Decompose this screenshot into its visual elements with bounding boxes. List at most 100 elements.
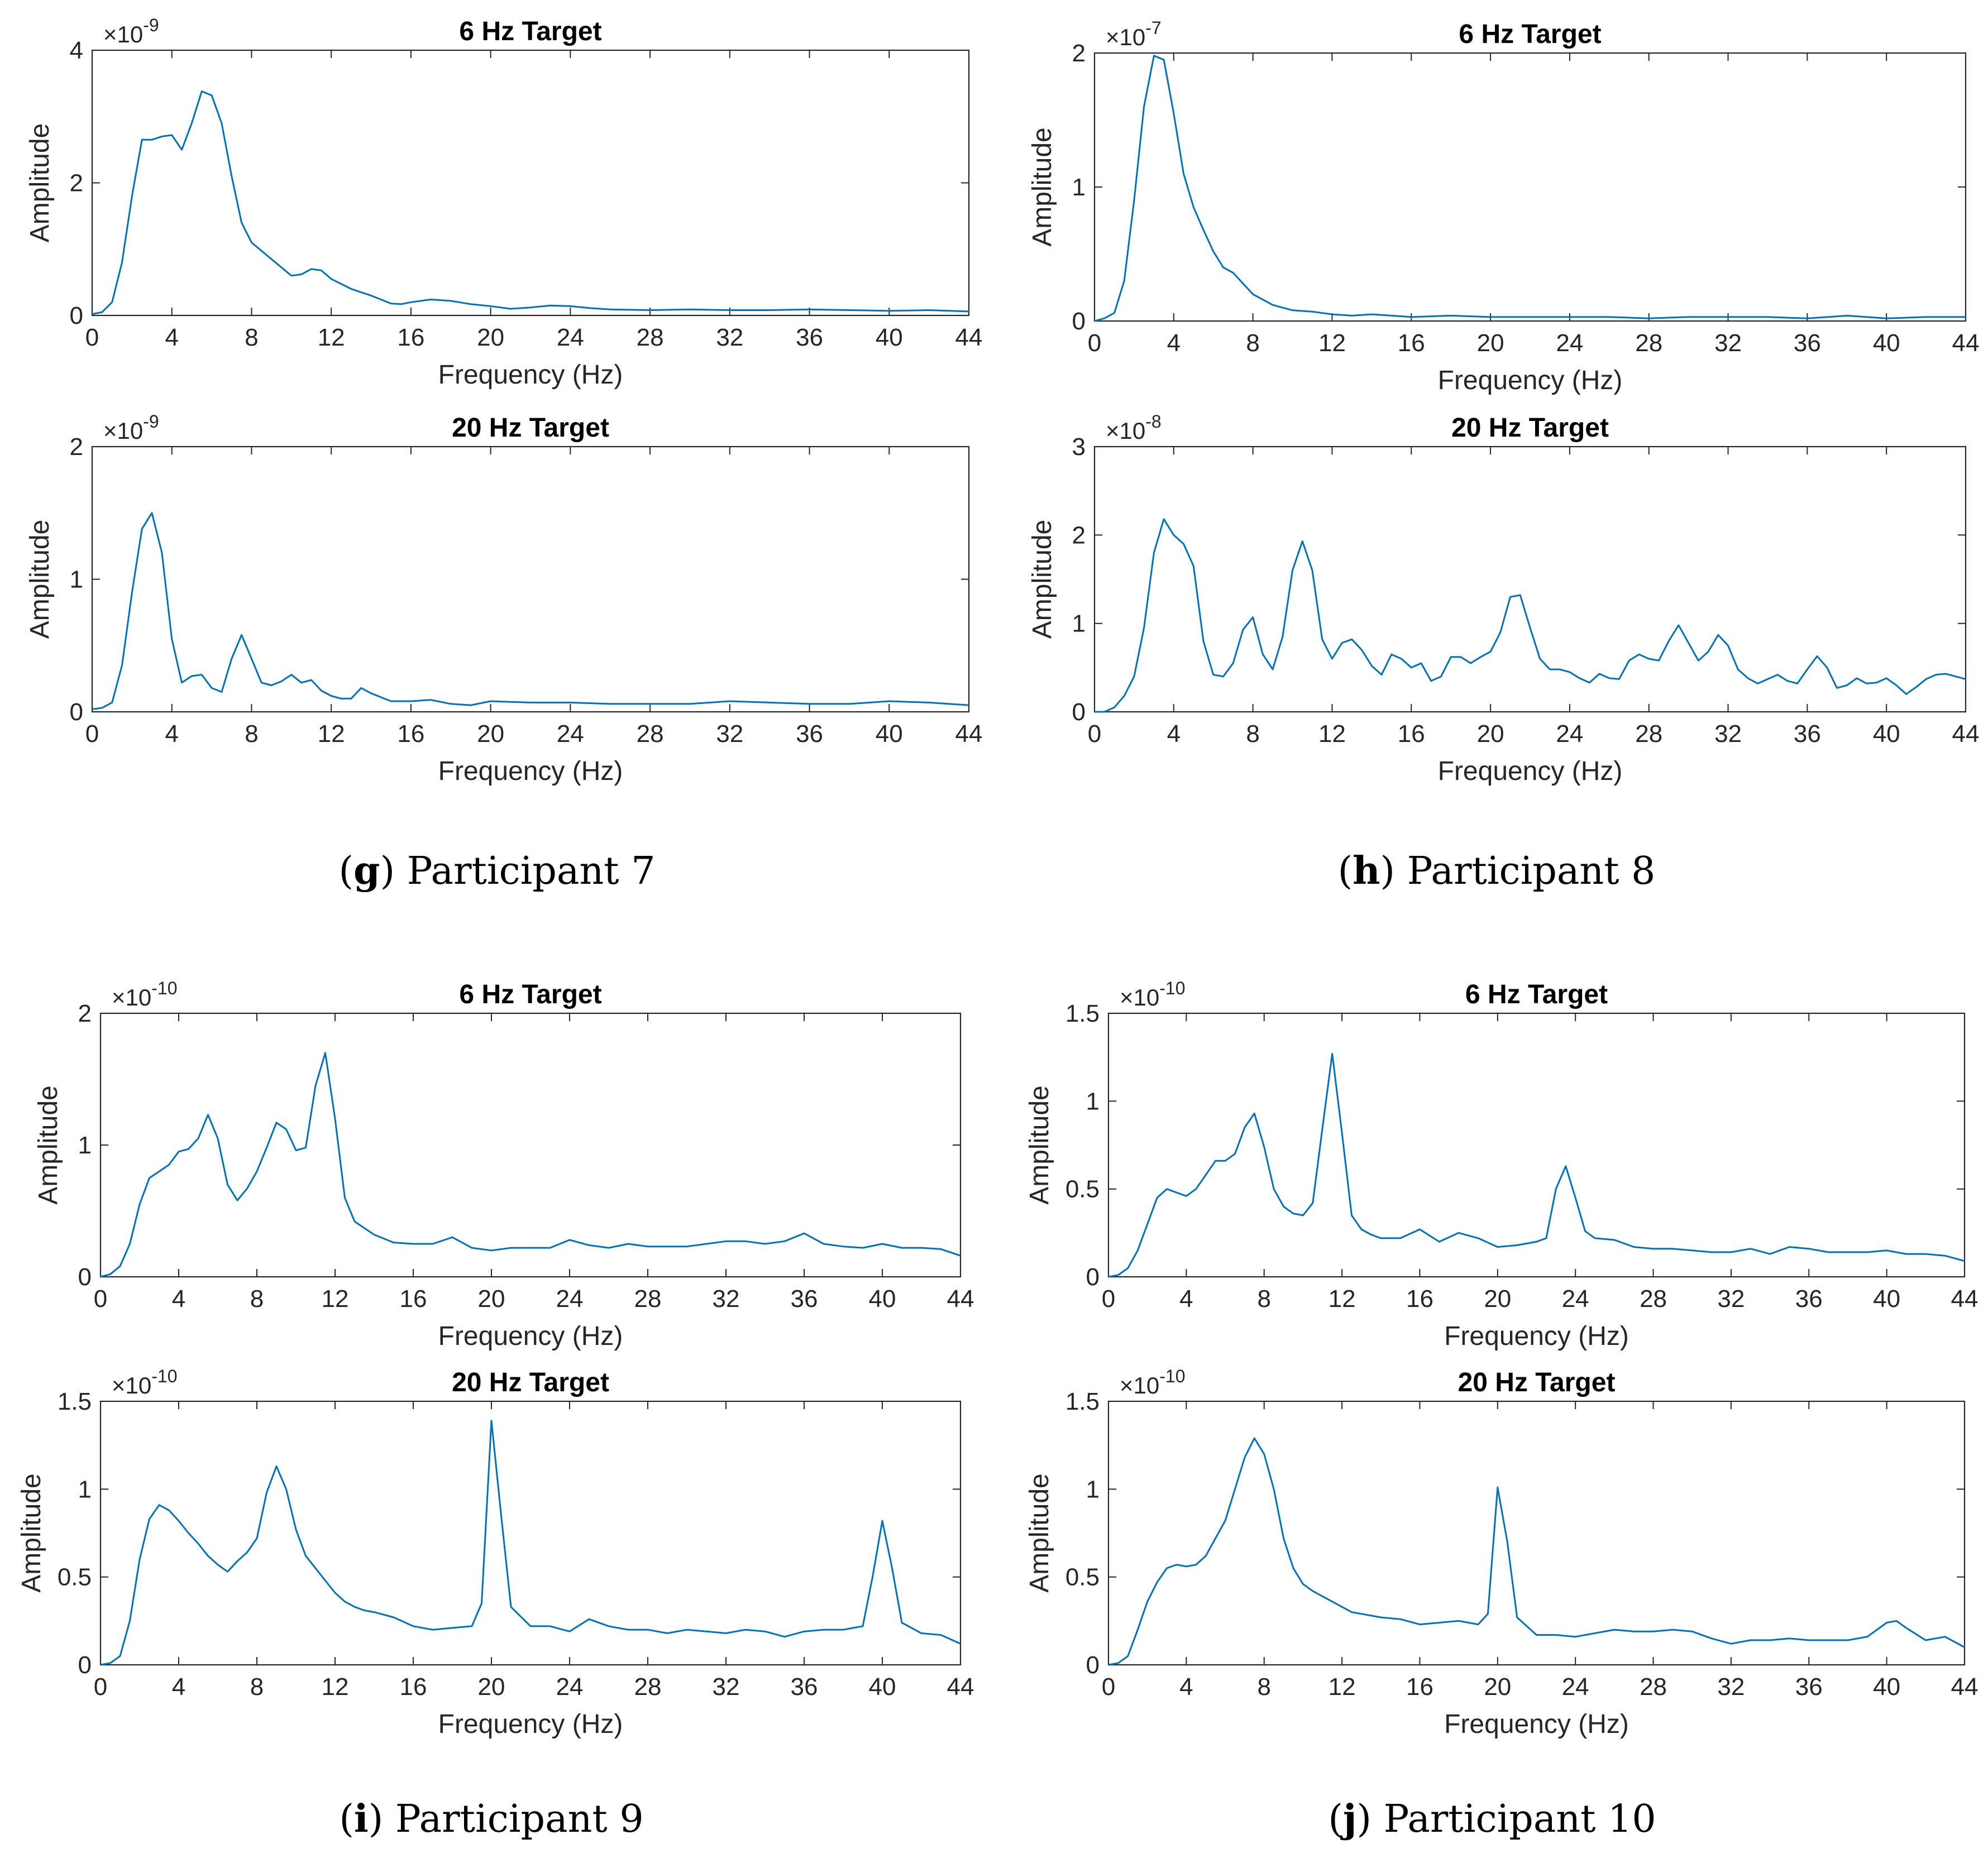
x-tick-label: 16 [400, 1673, 427, 1701]
x-tick-label: 36 [1794, 720, 1821, 748]
y-tick-label: 2 [70, 433, 83, 461]
caption-h: (h) Participant 8 [1337, 849, 1656, 893]
caption-i-label: i [353, 1797, 369, 1841]
x-tick-label: 36 [796, 720, 823, 748]
caption-g-label: g [353, 849, 380, 893]
exponent-base: ×10 [103, 418, 143, 444]
x-axis-label: Frequency (Hz) [438, 360, 623, 390]
x-tick-label: 36 [1795, 1673, 1823, 1701]
x-tick-label: 32 [713, 1285, 740, 1313]
exponent-label: ×10-10 [1120, 978, 1186, 1011]
y-tick-label: 3 [1072, 433, 1086, 461]
x-tick-label: 12 [1328, 1673, 1356, 1701]
series-line-spectrum [92, 512, 969, 710]
x-tick-label: 4 [1167, 329, 1181, 357]
y-tick-label: 1 [78, 1476, 92, 1503]
x-tick-label: 0 [85, 324, 99, 351]
caption-j-label: j [1342, 1797, 1357, 1841]
y-axis-label: Amplitude [1025, 1085, 1054, 1204]
chart-title: 6 Hz Target [459, 980, 601, 1009]
x-tick-label: 24 [557, 324, 584, 351]
x-tick-label: 40 [869, 1285, 896, 1313]
axes-box [1093, 52, 1967, 322]
x-tick-label: 24 [1556, 720, 1583, 748]
x-tick-label: 24 [557, 720, 584, 748]
axes-box [91, 446, 970, 713]
y-tick-label: 2 [1072, 40, 1086, 67]
series-line-spectrum [1108, 1052, 1965, 1278]
y-axis-label: Amplitude [1028, 520, 1057, 639]
x-tick-label: 44 [1952, 329, 1980, 357]
x-tick-label: 8 [1246, 720, 1259, 748]
axes-box [91, 49, 970, 317]
series-line-spectrum [100, 1052, 961, 1278]
x-tick-label: 28 [1635, 329, 1662, 357]
x-tick-label: 0 [85, 720, 99, 748]
exponent-base: ×10 [1120, 984, 1159, 1011]
exponent-label: ×10-9 [103, 15, 159, 47]
axes-box [99, 1400, 962, 1666]
exponent-power: -10 [151, 978, 177, 998]
x-tick-label: 8 [250, 1673, 264, 1701]
x-tick-label: 24 [556, 1673, 584, 1701]
exponent-label: ×10-8 [1106, 411, 1162, 444]
x-tick-label: 0 [1102, 1285, 1115, 1313]
y-tick-label: 0 [70, 698, 83, 726]
chart-title: 6 Hz Target [459, 17, 601, 46]
x-axis-label: Frequency (Hz) [438, 1709, 623, 1739]
y-tick-label: 1.5 [1065, 1000, 1100, 1027]
caption-h-text: Participant 8 [1407, 849, 1656, 893]
x-tick-label: 32 [1714, 720, 1742, 748]
x-tick-label: 24 [556, 1285, 584, 1313]
x-tick-label: 32 [716, 720, 743, 748]
chart-title: 6 Hz Target [1459, 20, 1601, 49]
series-line-spectrum [1095, 518, 1966, 713]
x-tick-label: 44 [1951, 1285, 1979, 1313]
x-axis-label: Frequency (Hz) [1444, 1709, 1629, 1739]
x-tick-label: 12 [1318, 720, 1346, 748]
y-tick-label: 0.5 [1065, 1564, 1100, 1591]
caption-g: (g) Participant 7 [338, 849, 656, 893]
x-tick-label: 20 [478, 1285, 505, 1313]
x-tick-label: 44 [947, 1285, 974, 1313]
x-tick-label: 4 [1179, 1673, 1193, 1701]
x-tick-label: 36 [1795, 1285, 1823, 1313]
y-tick-label: 2 [70, 170, 83, 197]
axes-box [1107, 1400, 1966, 1666]
x-tick-label: 12 [318, 324, 345, 351]
chart-title: 20 Hz Target [1451, 413, 1609, 443]
x-tick-label: 20 [478, 1673, 505, 1701]
y-tick-label: 0 [78, 1651, 92, 1679]
x-tick-label: 16 [397, 720, 424, 748]
x-axis-label: Frequency (Hz) [1438, 366, 1623, 395]
y-tick-label: 1 [70, 566, 83, 593]
exponent-power: -7 [1145, 18, 1161, 38]
panel-i-20hz: 0 4 8 12 16 20 24 28 32 36 40 44 0 0.5 1 1.5 ×10-10 20 Hz… [17, 1366, 974, 1739]
exponent-power: -10 [1159, 1366, 1185, 1386]
y-tick-label: 0.5 [1065, 1176, 1100, 1203]
exponent-base: ×10 [112, 984, 151, 1011]
caption-g-text: Participant 7 [407, 849, 656, 893]
x-tick-label: 12 [322, 1285, 349, 1313]
exponent-power: -10 [1159, 978, 1185, 998]
y-tick-label: 0 [1072, 308, 1086, 335]
exponent-base: ×10 [1106, 24, 1145, 50]
x-tick-label: 0 [94, 1285, 107, 1313]
x-tick-label: 20 [1484, 1285, 1511, 1313]
x-tick-label: 8 [1257, 1673, 1270, 1701]
x-tick-label: 28 [1640, 1673, 1667, 1701]
exponent-power: -9 [143, 15, 159, 35]
x-tick-label: 44 [1951, 1673, 1979, 1701]
y-tick-label: 1.5 [1065, 1388, 1100, 1415]
x-tick-label: 24 [1562, 1285, 1589, 1313]
x-axis-label: Frequency (Hz) [438, 1321, 623, 1351]
x-tick-label: 12 [322, 1673, 349, 1701]
x-tick-label: 16 [1398, 329, 1425, 357]
y-axis-label: Amplitude [17, 1473, 46, 1592]
x-tick-label: 8 [245, 324, 258, 351]
x-tick-label: 44 [1952, 720, 1980, 748]
